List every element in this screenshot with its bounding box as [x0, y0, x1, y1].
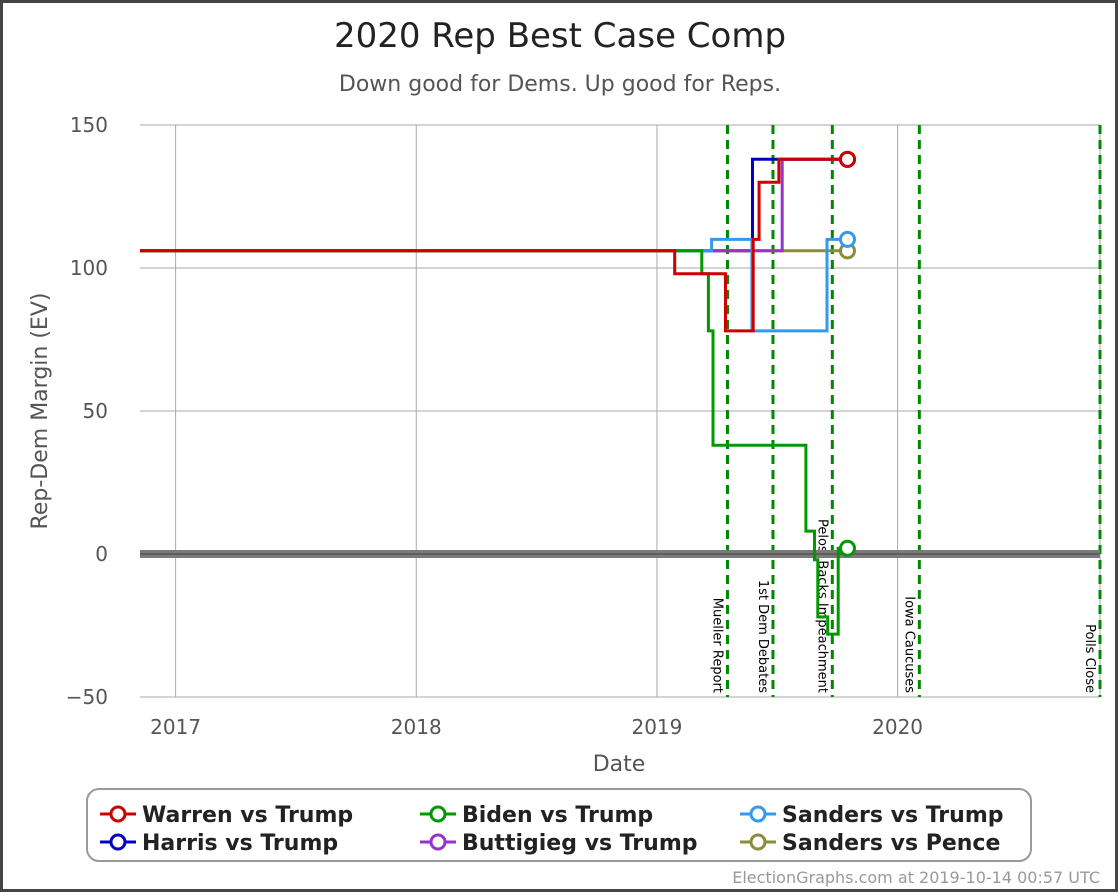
event-markers: Mueller Report 1st Dem Debates Pelosi Back…	[709, 125, 1102, 697]
chart-subtitle: Down good for Dems. Up good for Reps.	[339, 72, 781, 97]
legend-label-biden-vs-trump: Biden vs Trump	[462, 803, 653, 828]
x-tick-label: 2020	[872, 715, 923, 739]
event-label: 1st Dem Debates	[755, 580, 770, 693]
y-tick-label: −50	[66, 685, 108, 709]
credit: ElectionGraphs.com at 2019-10-14 00:57 U…	[732, 868, 1100, 887]
chart-title: 2020 Rep Best Case Comp	[334, 16, 786, 56]
series-endpoint-biden-vs-trump	[838, 539, 856, 557]
x-tick-label: 2017	[150, 715, 201, 739]
legend-swatch-marker	[749, 833, 767, 851]
y-axis-title: Rep-Dem Margin (EV)	[28, 293, 53, 530]
y-tick-label: 150	[70, 113, 108, 137]
legend-swatch-marker	[749, 805, 767, 823]
x-axis-title: Date	[593, 752, 646, 777]
legend-label-buttigieg-vs-trump: Buttigieg vs Trump	[462, 831, 698, 856]
y-tick-label: 0	[95, 542, 108, 566]
series-lines	[140, 150, 856, 636]
event-label: Iowa Caucuses	[901, 596, 916, 693]
series-endpoint-warren-vs-trump	[838, 150, 856, 168]
legend-label-sanders-vs-trump: Sanders vs Trump	[782, 803, 1004, 828]
legend: Warren vs Trump Biden vs Trump Sanders vs …	[86, 788, 1032, 862]
legend-label-warren-vs-trump: Warren vs Trump	[142, 803, 353, 828]
y-tick-label: 100	[70, 256, 108, 280]
legend-swatch-marker	[109, 805, 127, 823]
legend-label-sanders-vs-pence: Sanders vs Pence	[782, 831, 1000, 856]
legend-label-harris-vs-trump: Harris vs Trump	[142, 831, 338, 856]
legend-swatch-marker	[429, 833, 447, 851]
x-tick-label: 2019	[631, 715, 682, 739]
x-tick-label: 2018	[391, 715, 442, 739]
legend-box	[86, 788, 1032, 862]
event-label: Mueller Report	[709, 598, 724, 693]
y-tick-label: 50	[83, 399, 108, 423]
series-endpoint-sanders-vs-trump	[838, 230, 856, 248]
legend-swatch-marker	[109, 833, 127, 851]
legend-swatch-marker	[429, 805, 447, 823]
event-label: Polls Close	[1082, 624, 1097, 693]
series-line-warren-vs-trump	[140, 157, 846, 333]
tick-labels: −50 0 50 100 150 2017 2018 2019 2020	[66, 113, 923, 739]
